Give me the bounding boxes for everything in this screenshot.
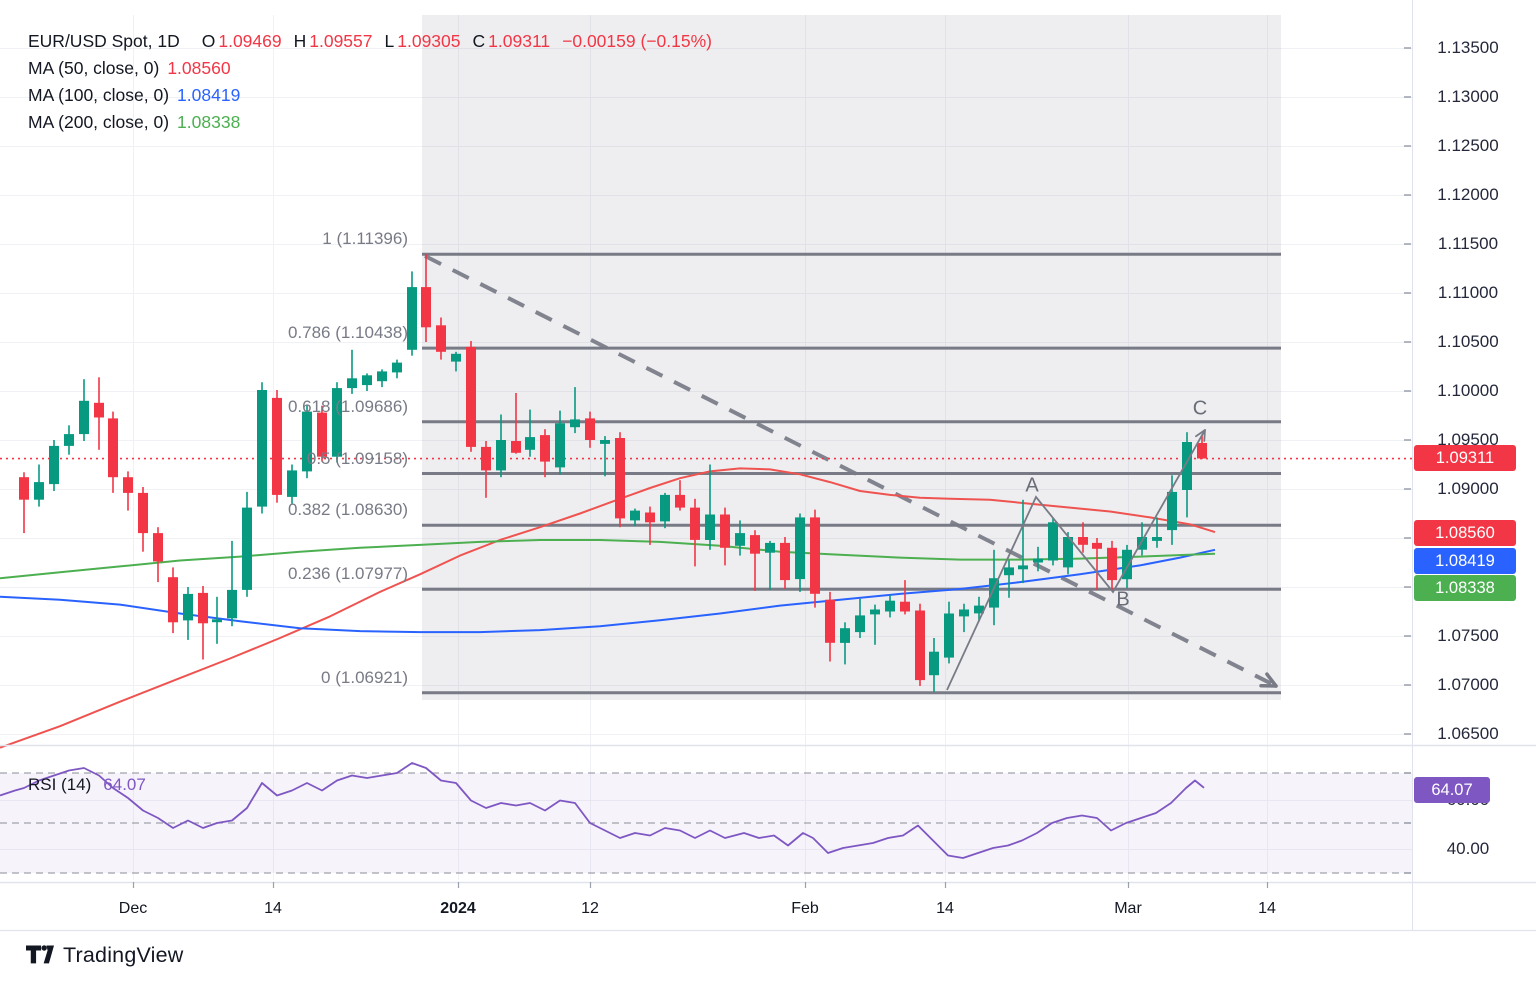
- rsi-label: RSI (14): [28, 775, 92, 794]
- fib-level-label: 0.5 (1.09158): [306, 448, 408, 468]
- rsi-legend[interactable]: RSI (14) 64.07: [28, 775, 146, 795]
- time-axis[interactable]: Dec 14 2024 12 Feb 14 Mar 14: [0, 882, 1536, 930]
- fib-level-label: 1 (1.11396): [322, 229, 408, 249]
- price-axis-label: 1.13500: [1437, 38, 1499, 57]
- low-label: L: [384, 31, 395, 51]
- abc-zigzag-line: [946, 429, 1206, 691]
- fib-level-label: 0.618 (1.09686): [287, 396, 408, 416]
- rsi-axis-label: 40.00: [1446, 839, 1490, 858]
- price-axis-label: 1.13000: [1437, 87, 1499, 106]
- tradingview-logo-icon: [26, 945, 54, 964]
- close-value: 1.09311: [488, 31, 551, 51]
- time-axis-label: 14: [936, 900, 954, 917]
- abc-zigzag-arrowhead: [1203, 429, 1206, 442]
- price-axis-label: 1.12500: [1437, 136, 1499, 155]
- ma50-value: 1.08560: [167, 58, 231, 78]
- time-axis-label: Feb: [791, 900, 819, 917]
- price-axis-label: 1.06500: [1437, 724, 1499, 743]
- legend: EUR/USD Spot, 1D O 1.09469 H 1.09557 L 1.09305…: [28, 28, 712, 136]
- high-label: H: [293, 31, 307, 51]
- rsi-value: 64.07: [103, 775, 146, 794]
- price-badge: 1.09311: [1414, 445, 1516, 471]
- price-axis-label: 1.09000: [1437, 479, 1499, 498]
- abc-label-a: A: [1025, 474, 1039, 497]
- trendline-dashed: [424, 254, 1277, 688]
- time-axis-label: 14: [264, 900, 282, 917]
- time-axis-label: 14: [1258, 900, 1276, 917]
- abc-label-b: B: [1116, 588, 1130, 611]
- price-axis-label: 1.11000: [1437, 283, 1499, 302]
- price-badge: 1.08338: [1414, 575, 1516, 601]
- low-value: 1.09305: [397, 31, 461, 51]
- legend-row-ma50[interactable]: MA (50, close, 0) 1.08560: [28, 55, 712, 82]
- price-badge: 1.08560: [1414, 520, 1516, 546]
- ma200-value: 1.08338: [177, 112, 241, 132]
- open-value: 1.09469: [218, 31, 282, 51]
- open-label: O: [201, 31, 216, 51]
- time-axis-label: 12: [581, 900, 599, 917]
- fib-level-label: 0.786 (1.10438): [287, 323, 408, 343]
- price-axis[interactable]: 1.13500 1.13000 1.12500 1.12000 1.11500 1.110…: [1412, 0, 1536, 930]
- change-value: −0.00159 (−0.15%): [562, 31, 712, 51]
- date-range-highlight: [422, 15, 1281, 700]
- rsi-badge: 64.07: [1414, 777, 1490, 803]
- trendline-arrowhead: [1265, 672, 1278, 688]
- legend-row-symbol[interactable]: EUR/USD Spot, 1D O 1.09469 H 1.09557 L 1.09305…: [28, 28, 712, 55]
- candles-series: [19, 254, 1207, 692]
- price-axis-label: 1.11500: [1437, 234, 1499, 253]
- tradingview-logo-text: TradingView: [63, 942, 184, 967]
- fib-level-label: 0 (1.06921): [321, 667, 408, 687]
- legend-row-ma200[interactable]: MA (200, close, 0) 1.08338: [28, 109, 712, 136]
- close-label: C: [472, 31, 486, 51]
- ma100-line: [0, 548, 1216, 634]
- ma200-line: [0, 539, 1216, 580]
- price-axis-label: 1.07000: [1437, 675, 1499, 694]
- ma100-label: MA (100, close, 0): [28, 85, 170, 105]
- price-axis-label: 1.07500: [1437, 626, 1499, 645]
- symbol-title[interactable]: EUR/USD Spot, 1D: [28, 31, 180, 51]
- ma50-label: MA (50, close, 0): [28, 58, 160, 78]
- abc-zigzag-arrowhead: [1195, 429, 1206, 438]
- time-axis-label: Dec: [118, 900, 148, 917]
- high-value: 1.09557: [309, 31, 373, 51]
- price-axis-label: 1.12000: [1437, 185, 1499, 204]
- fib-level-label: 0.382 (1.08630): [287, 500, 408, 520]
- ma100-value: 1.08419: [177, 85, 241, 105]
- abc-label-c: C: [1192, 397, 1208, 420]
- rsi-line: [0, 762, 1205, 859]
- time-axis-label: 2024: [440, 900, 476, 917]
- price-axis-label: 1.10000: [1437, 381, 1499, 400]
- price-axis-label: 1.09500: [1437, 430, 1499, 449]
- legend-row-ma100[interactable]: MA (100, close, 0) 1.08419: [28, 82, 712, 109]
- fib-level-label: 0.236 (1.07977): [287, 564, 408, 584]
- price-axis-label: 1.10500: [1437, 332, 1499, 351]
- time-axis-label: Mar: [1114, 900, 1142, 917]
- ma200-label: MA (200, close, 0): [28, 112, 170, 132]
- tradingview-logo[interactable]: TradingView: [26, 942, 184, 968]
- price-badge: 1.08419: [1414, 548, 1516, 574]
